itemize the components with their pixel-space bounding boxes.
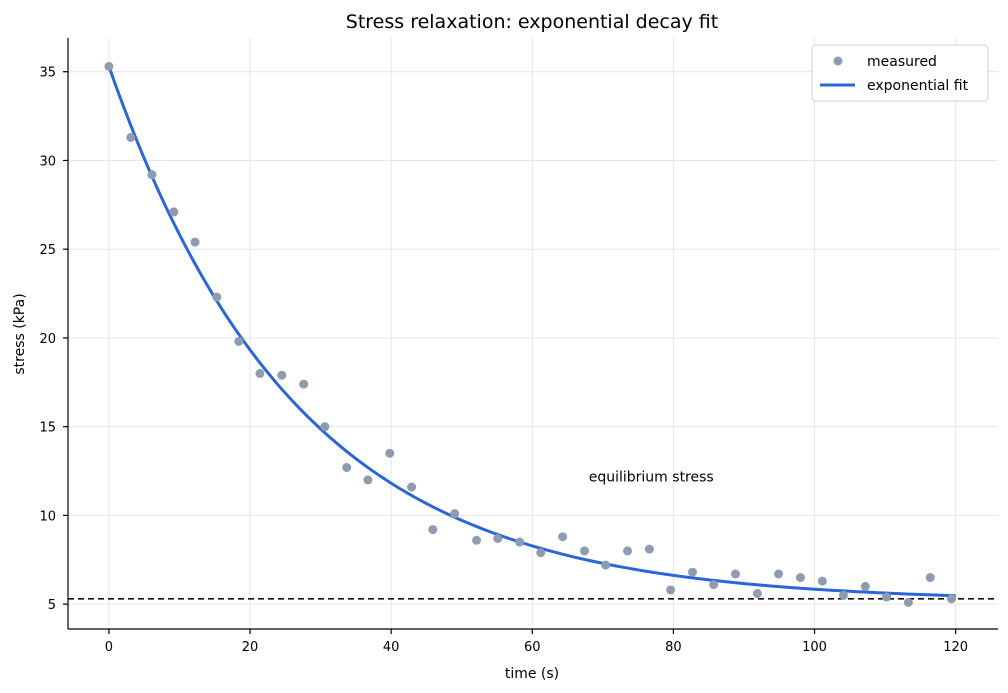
measured-point xyxy=(903,597,913,607)
grid-lines xyxy=(68,38,998,629)
measured-point xyxy=(838,590,848,600)
y-tick-label: 30 xyxy=(39,154,56,169)
y-tick-label: 25 xyxy=(39,243,56,258)
measured-point xyxy=(882,592,892,602)
measured-point xyxy=(536,548,546,558)
measured-point xyxy=(407,482,417,492)
measured-point xyxy=(860,581,870,591)
measured-point xyxy=(774,569,784,579)
measured-point xyxy=(320,422,330,432)
measured-point xyxy=(709,580,719,590)
measured-point xyxy=(342,463,352,472)
y-tick-label: 20 xyxy=(39,332,56,347)
x-tick-label: 120 xyxy=(943,640,968,655)
measured-point xyxy=(623,546,633,556)
legend-marker-measured xyxy=(833,56,843,66)
measured-point xyxy=(126,132,136,142)
fit-series-line xyxy=(107,65,956,598)
legend: measured exponential fit xyxy=(811,44,989,102)
measured-point xyxy=(363,475,373,485)
measured-point xyxy=(644,544,654,554)
legend-box xyxy=(811,44,989,102)
x-tick-label: 100 xyxy=(802,640,827,655)
measured-point xyxy=(147,170,157,180)
measured-point xyxy=(666,585,676,595)
y-tick-label: 15 xyxy=(39,421,56,436)
x-tick-label: 80 xyxy=(665,640,682,655)
measured-point xyxy=(925,573,935,583)
y-tick-label: 35 xyxy=(39,66,56,81)
measured-point xyxy=(752,589,762,598)
measured-point xyxy=(731,569,741,579)
measured-point xyxy=(601,560,611,570)
measured-point xyxy=(795,573,805,583)
legend-label-fit: exponential fit xyxy=(867,78,969,94)
x-tick-label: 40 xyxy=(383,640,400,655)
chart-title: Stress relaxation: exponential decay fit xyxy=(346,11,718,33)
x-tick-label: 20 xyxy=(242,640,259,655)
measured-point xyxy=(580,546,590,556)
equilibrium-annotation: equilibrium stress xyxy=(589,470,714,486)
measured-point xyxy=(450,509,460,519)
measured-point xyxy=(817,576,827,586)
x-axis-label: time (s) xyxy=(505,666,559,682)
x-ticks: 0 20 40 60 80 100 120 xyxy=(105,629,968,655)
measured-point xyxy=(515,537,525,547)
y-tick-label: 5 xyxy=(48,598,56,613)
legend-label-measured: measured xyxy=(867,54,937,70)
measured-point xyxy=(558,532,568,542)
y-tick-label: 10 xyxy=(39,509,56,524)
measured-point xyxy=(255,368,265,378)
measured-point xyxy=(190,237,200,247)
measured-points xyxy=(104,61,956,607)
measured-point xyxy=(493,533,503,543)
measured-point xyxy=(234,336,244,346)
measured-point xyxy=(169,207,179,217)
measured-point xyxy=(687,567,697,577)
measured-point xyxy=(277,370,287,380)
x-tick-label: 0 xyxy=(105,640,113,655)
y-ticks: 5 10 15 20 25 30 35 xyxy=(39,66,68,613)
measured-point xyxy=(299,379,309,389)
x-tick-label: 60 xyxy=(524,640,541,655)
measured-point xyxy=(385,448,395,458)
measured-point xyxy=(104,61,114,71)
measured-point xyxy=(472,535,482,545)
measured-point xyxy=(212,292,222,302)
y-axis-label: stress (kPa) xyxy=(12,293,28,374)
measured-point xyxy=(946,594,956,604)
measured-point xyxy=(428,525,438,535)
